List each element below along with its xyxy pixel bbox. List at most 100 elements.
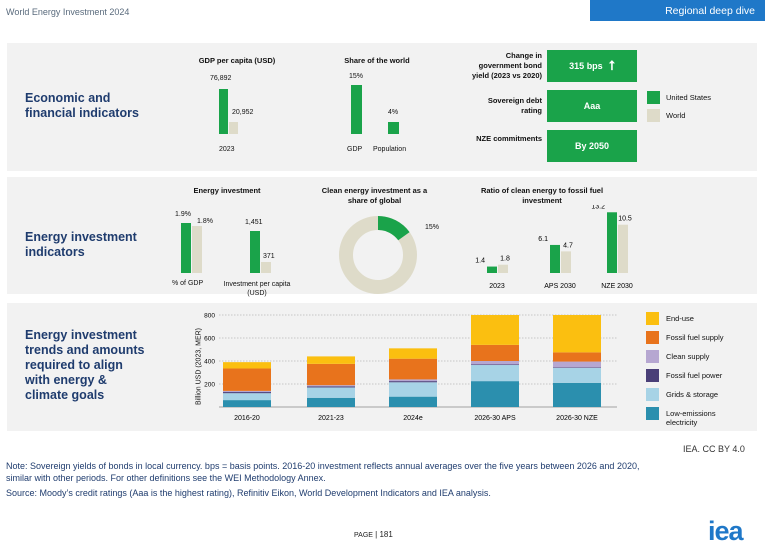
panel-title-trends: Energy investment trends and amounts req…: [25, 328, 145, 402]
ratio-world-bar: [498, 264, 508, 273]
y-tick-label: 800: [204, 313, 215, 320]
legend-world-label: World: [666, 111, 686, 120]
x-category-label: 2016-20: [234, 415, 260, 422]
stack-segment: [553, 367, 601, 368]
stack-segment: [307, 356, 355, 364]
invest-pc-world-bar: [261, 262, 271, 273]
invest-pc-world-label: 371: [263, 253, 275, 260]
y-tick-label: 600: [204, 336, 215, 343]
stack-segment: [553, 352, 601, 362]
bond-value: 315 bps: [569, 61, 603, 71]
stack-segment: [223, 393, 271, 401]
y-tick-label: 200: [204, 382, 215, 389]
ratio-category-label: NZE 2030: [601, 283, 633, 290]
legend-label: End-use: [666, 314, 694, 323]
iea-logo: iea: [708, 516, 744, 546]
stack-segment: [307, 386, 355, 388]
bond-label: Change in government bond yield (2023 vs…: [471, 51, 542, 80]
panel-energy-investment: Energy investment indicators Energy inve…: [7, 177, 757, 297]
page-indicator: Page | 181: [354, 530, 393, 539]
ratio-us-label: 1.4: [475, 258, 485, 265]
stack-segment: [471, 365, 519, 382]
note-line-2: similar with other periods. For other de…: [6, 473, 326, 483]
gdp-chart-caption: GDP per capita (USD): [198, 56, 276, 65]
legend-swatch: [646, 388, 659, 401]
rating-value-box: Aaa: [547, 90, 637, 122]
note-line-1: Note: Sovereign yields of bonds in local…: [6, 461, 640, 471]
panel-economic-financial: Economic and financial indicators GDP pe…: [7, 43, 757, 171]
ratio-category-label: APS 2030: [544, 283, 576, 290]
stack-segment: [223, 390, 271, 393]
legend-world-swatch: [647, 109, 660, 122]
invest-pct-us-bar: [181, 223, 191, 273]
ratio-us-label: 6.1: [538, 236, 548, 243]
ratio-world-bar: [561, 251, 571, 273]
ratio-us-bar: [487, 266, 497, 273]
credit-label: IEA. CC BY 4.0: [683, 444, 745, 454]
legend-swatch: [646, 312, 659, 325]
legend-swatch: [646, 331, 659, 344]
page-number: 181: [379, 530, 393, 539]
source-line: Source: Moody’s credit ratings (Aaa is t…: [6, 488, 491, 498]
arrow-up-icon: ⭡: [608, 58, 615, 73]
share-cat-gdp: GDP: [347, 146, 363, 153]
ratio-us-label: 13.2: [591, 205, 605, 210]
regional-deep-dive-button[interactable]: Regional deep dive: [590, 0, 765, 21]
share-pop-label: 4%: [388, 109, 399, 116]
stack-segment: [389, 381, 437, 383]
share-pop-bar: [388, 122, 399, 134]
legend-swatch: [646, 407, 659, 420]
x-category-label: 2024e: [403, 415, 423, 422]
invest-cat-pc: Investment per capita (USD): [223, 281, 291, 297]
invest-pc-us-bar: [250, 231, 260, 273]
share-gdp-label: 15%: [349, 73, 364, 80]
invest-pct-us-label: 1.9%: [175, 211, 191, 218]
stack-segment: [223, 392, 271, 394]
ratio-caption: Ratio of clean energy to fossil fuel inv…: [480, 186, 604, 205]
gdp-us-label: 76,892: [210, 75, 232, 82]
stack-segment: [471, 381, 519, 407]
x-category-label: 2026-30 NZE: [556, 415, 598, 422]
legend-label: Low-emissions electricity: [666, 409, 716, 427]
ratio-world-bar: [618, 224, 628, 273]
donut-us-slice: [377, 216, 410, 241]
stack-segment: [223, 368, 271, 391]
donut-value-label: 15%: [425, 224, 440, 231]
stack-segment: [471, 315, 519, 345]
ratio-us-bar: [550, 244, 560, 273]
stack-segment: [223, 400, 271, 407]
stacked-investment-chart: 200 400 600 800 2016-20 2021-23 2024e 2026-30 A…: [204, 313, 617, 422]
legend-label: Grids & storage: [666, 390, 719, 399]
stack-segment: [307, 363, 355, 386]
legend-label: Clean supply: [666, 352, 710, 361]
legend-us-swatch: [647, 91, 660, 104]
page-prefix: Page: [354, 532, 373, 539]
gdp-year-label: 2023: [219, 146, 235, 153]
share-chart-caption: Share of the world: [344, 56, 410, 65]
ratio-chart: 1.4 1.8 2023 6.1 4.7 APS 2030 13.2 10.5 NZE 2030: [475, 205, 633, 290]
gdp-us-bar: [219, 89, 228, 134]
x-category-label: 2026-30 APS: [474, 415, 516, 422]
invest-pc-us-label: 1,451: [245, 219, 263, 226]
ratio-world-label: 10.5: [618, 216, 632, 223]
stack-segment: [553, 382, 601, 407]
panel-title-energy-investment: Energy investment indicators: [25, 230, 137, 259]
rating-label: Sovereign debt rating: [487, 96, 542, 115]
gdp-world-label: 20,952: [232, 109, 254, 116]
legend-swatch: [646, 369, 659, 382]
panel-title-economic: Economic and financial indicators: [25, 91, 139, 120]
stack-segment: [223, 362, 271, 369]
invest-pct-world-bar: [192, 226, 202, 273]
stack-segment: [389, 348, 437, 359]
panel-investment-trends: Energy investment trends and amounts req…: [7, 303, 757, 431]
share-cat-pop: Population: [373, 146, 407, 153]
donut-chart: [339, 216, 417, 294]
legend-label: Fossil fuel supply: [666, 333, 724, 342]
stack-segment: [553, 367, 601, 383]
stack-segment: [307, 387, 355, 398]
stack-segment: [471, 364, 519, 366]
y-tick-label: 400: [204, 359, 215, 366]
stack-segment: [307, 385, 355, 387]
legend-swatch: [646, 350, 659, 363]
donut-caption: Clean energy investment as a share of gl…: [321, 186, 428, 205]
